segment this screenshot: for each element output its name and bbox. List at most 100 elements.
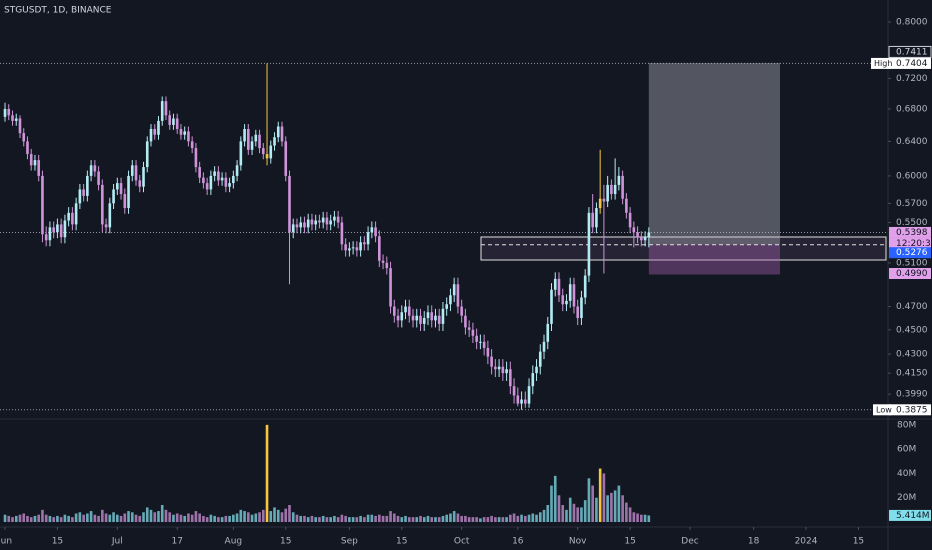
candle-body	[78, 189, 82, 204]
volume-bar	[587, 478, 591, 522]
volume-bar	[359, 515, 362, 522]
candle-body	[183, 131, 186, 135]
candle-body	[153, 128, 157, 135]
volume-bar	[501, 517, 505, 522]
volume-bar	[11, 517, 14, 522]
candle-body	[617, 175, 621, 185]
candle-body	[138, 180, 142, 187]
volume-bar	[157, 511, 160, 522]
candle-body	[572, 284, 576, 307]
candle-body	[202, 177, 205, 184]
candle-body	[318, 220, 321, 223]
volume-bar	[33, 515, 37, 522]
y-tick-label: 0.4700	[896, 302, 928, 312]
candle-body	[11, 115, 14, 121]
candle-body	[501, 366, 505, 374]
volume-bar	[187, 513, 190, 522]
volume-bar	[553, 475, 557, 522]
volume-bar	[194, 511, 198, 522]
candle-body	[348, 248, 351, 251]
candle-body	[89, 165, 93, 176]
candle-body	[127, 175, 130, 209]
volume-tick-label: 40M	[897, 469, 916, 479]
volume-bar	[370, 514, 374, 522]
volume-bar	[576, 507, 580, 522]
candle-body	[67, 212, 70, 221]
volume-bar	[288, 505, 291, 522]
volume-bar	[190, 514, 194, 522]
candle-body	[217, 171, 220, 181]
candle-body	[441, 308, 445, 324]
volume-bar	[145, 507, 149, 522]
x-tick-label: 15	[52, 537, 63, 547]
volume-bar	[591, 485, 594, 522]
x-tick-label: 15	[624, 537, 635, 547]
volume-bar	[160, 505, 164, 522]
candle-body	[179, 128, 183, 135]
volume-bar	[295, 514, 299, 522]
volume-bar	[527, 514, 531, 522]
x-tick-label: Oct	[454, 537, 470, 547]
volume-bar	[449, 513, 452, 522]
volume-bar	[363, 517, 366, 522]
candle-body	[243, 128, 246, 142]
candle-body	[235, 165, 239, 176]
candle-body	[303, 222, 306, 228]
volume-bar	[647, 515, 651, 522]
candle-body	[26, 141, 29, 155]
volume-bar	[7, 515, 11, 522]
y-tick-label: 0.4300	[896, 350, 928, 360]
volume-bar	[583, 500, 587, 522]
volume-bar	[153, 512, 157, 522]
candle-body	[56, 224, 59, 233]
candle-body	[546, 323, 550, 342]
position-target-zone	[648, 62, 780, 245]
candle-body	[396, 315, 400, 321]
candle-body	[422, 318, 426, 324]
volume-bar	[640, 514, 643, 522]
volume-bar	[44, 514, 48, 522]
chart-title: STGUSDT, 1D, BINANCE	[4, 6, 112, 16]
volume-bar	[452, 511, 456, 522]
candle-body	[48, 227, 52, 241]
candle-body	[142, 167, 145, 187]
candle-body	[516, 395, 520, 404]
high-tag: 0.7404	[896, 59, 928, 69]
volume-bar	[168, 512, 172, 522]
volume-bar	[134, 514, 138, 522]
candle-body	[434, 315, 437, 321]
volume-bar	[213, 515, 216, 522]
candle-body	[306, 219, 310, 228]
volume-bar	[613, 490, 617, 522]
entry-tag-bg	[889, 247, 931, 259]
volume-bar	[115, 514, 119, 522]
volume-bar	[78, 512, 82, 522]
volume-bar	[108, 514, 112, 522]
candle-body	[602, 198, 606, 202]
volume-bar	[183, 515, 186, 522]
candle-body	[269, 145, 273, 159]
volume-bar	[224, 515, 228, 522]
candle-body	[531, 373, 535, 387]
candle-body	[254, 134, 258, 142]
candle-body	[359, 242, 362, 251]
candle-body	[456, 284, 460, 307]
candle-body	[355, 247, 359, 251]
y-tick-label: 0.5500	[896, 218, 928, 228]
stop-tag: 0.4990	[896, 269, 928, 279]
candle-body	[370, 227, 374, 233]
volume-bar	[535, 514, 538, 522]
candle-body	[460, 306, 463, 316]
volume-bar	[595, 497, 598, 522]
candle-body	[482, 341, 486, 348]
volume-bar	[318, 517, 321, 522]
x-tick-label: 15	[853, 537, 864, 547]
candle-body	[190, 141, 194, 149]
volume-bar	[460, 515, 463, 522]
candle-body	[82, 189, 85, 196]
volume-bar	[101, 509, 104, 522]
candle-body	[636, 232, 639, 238]
volume-bar	[632, 512, 636, 522]
volume-bar	[232, 514, 235, 522]
candle-body	[265, 154, 269, 159]
